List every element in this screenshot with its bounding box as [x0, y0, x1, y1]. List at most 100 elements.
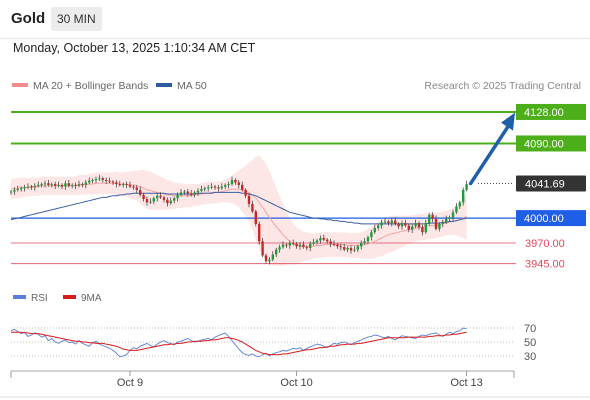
- candle: [404, 219, 407, 228]
- candle-body: [227, 184, 230, 186]
- rsi-tick-label: 70: [524, 323, 536, 335]
- candle: [349, 245, 353, 254]
- candle-body: [142, 194, 145, 200]
- candle-body: [360, 242, 363, 247]
- candle-body: [288, 242, 291, 246]
- candle-body: [441, 222, 444, 224]
- candle-body: [149, 201, 152, 203]
- candle: [30, 184, 33, 190]
- candle-body: [275, 249, 278, 255]
- candle: [98, 174, 101, 181]
- candle: [40, 182, 43, 188]
- candle-body: [373, 228, 376, 233]
- candle: [445, 215, 448, 224]
- candle-body: [159, 195, 162, 198]
- candle: [152, 196, 155, 204]
- support-label: 3945.00: [525, 259, 565, 271]
- candle-body: [43, 183, 47, 185]
- candle: [254, 209, 257, 227]
- candle-body: [434, 218, 438, 229]
- candle-body: [387, 221, 390, 224]
- candle: [462, 187, 465, 206]
- candle: [319, 235, 322, 244]
- candle-body: [30, 186, 33, 188]
- candle: [217, 184, 220, 192]
- ma50-line: [10, 191, 467, 225]
- candle-body: [251, 204, 254, 212]
- candle-body: [285, 244, 288, 246]
- candle-body: [407, 225, 410, 230]
- candle: [33, 183, 36, 191]
- candle-body: [428, 214, 431, 224]
- candle: [417, 221, 421, 230]
- candle-body: [108, 180, 111, 182]
- candle-body: [213, 186, 217, 188]
- candle: [43, 180, 47, 188]
- level-pivot-4000.00: 4000.00: [11, 210, 586, 227]
- candle: [115, 179, 118, 188]
- candle: [74, 182, 77, 190]
- candle-body: [417, 223, 421, 228]
- candle-body: [302, 244, 305, 248]
- candle: [397, 222, 400, 229]
- candle-body: [329, 241, 332, 244]
- candle: [394, 217, 397, 226]
- candle: [390, 218, 393, 227]
- pivot-tag: [516, 210, 586, 227]
- candle: [373, 224, 376, 234]
- candle-body: [9, 191, 13, 193]
- candle-body: [196, 190, 200, 193]
- candle: [336, 242, 339, 249]
- candle: [84, 179, 87, 189]
- candle: [230, 176, 234, 186]
- candle: [465, 180, 468, 192]
- candle: [241, 181, 244, 192]
- candle: [200, 185, 203, 193]
- candle: [132, 184, 135, 190]
- legend-rsi-ma: 9MA: [63, 293, 102, 304]
- candle-body: [139, 189, 142, 195]
- candle: [183, 189, 186, 195]
- candle-body: [455, 206, 458, 213]
- candle: [363, 238, 366, 245]
- candles: [9, 174, 468, 265]
- candle: [438, 222, 441, 232]
- candle-body: [132, 186, 135, 188]
- candle-body: [47, 183, 50, 185]
- candle-body: [13, 189, 16, 192]
- candle-body: [111, 181, 115, 183]
- candle-body: [23, 187, 26, 189]
- candle-body: [404, 223, 407, 226]
- candle-body: [105, 179, 108, 181]
- candle: [288, 240, 291, 249]
- candle: [322, 234, 325, 242]
- pivot-label: 4000.00: [524, 213, 564, 225]
- candle-body: [397, 223, 400, 227]
- candle: [213, 184, 217, 190]
- candle: [346, 246, 349, 253]
- candle: [16, 185, 19, 192]
- candle-body: [33, 185, 36, 188]
- timeframe-button[interactable]: 30 MIN: [51, 7, 102, 31]
- candle: [329, 238, 332, 248]
- candle: [122, 182, 125, 188]
- candle: [162, 195, 166, 203]
- candle: [275, 247, 278, 258]
- target-label: 4090.00: [524, 138, 564, 150]
- candle-body: [438, 223, 441, 229]
- candle: [360, 240, 363, 250]
- candle-body: [445, 218, 448, 223]
- candle: [71, 183, 74, 189]
- rsi-ma-line: [11, 331, 467, 356]
- candle-body: [309, 243, 312, 248]
- candle: [88, 177, 91, 185]
- candle: [448, 215, 451, 222]
- candle-body: [166, 199, 169, 204]
- candle-body: [91, 179, 94, 181]
- candle: [118, 180, 121, 187]
- candle: [411, 223, 414, 234]
- candle-body: [207, 187, 210, 189]
- candle-body: [54, 184, 57, 186]
- candle: [343, 243, 346, 252]
- candle-body: [400, 223, 404, 227]
